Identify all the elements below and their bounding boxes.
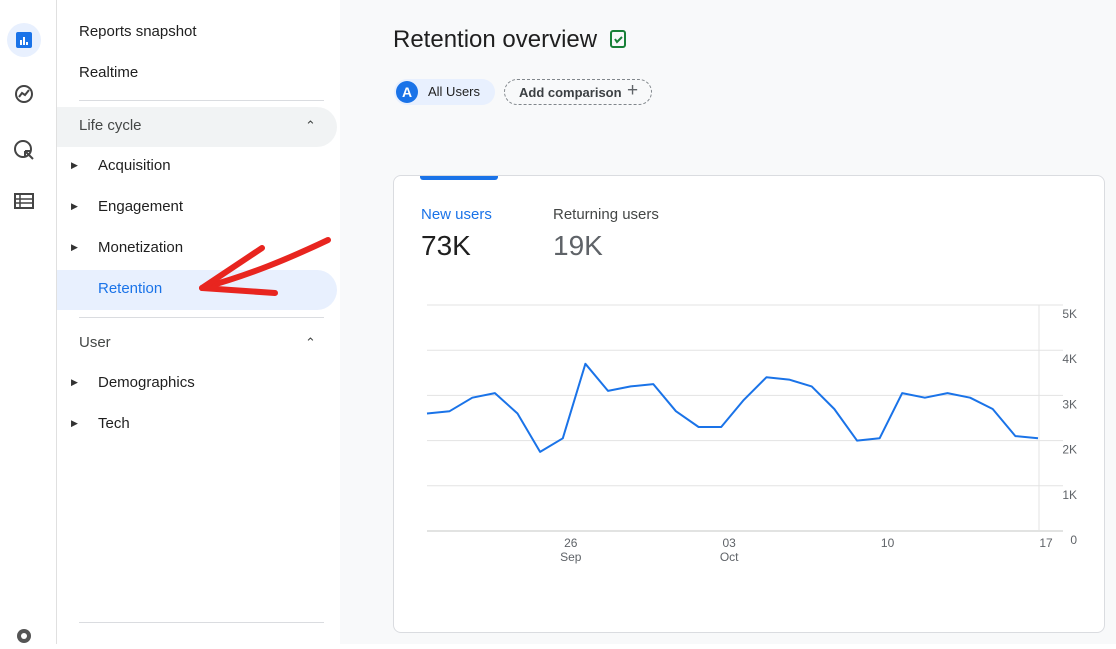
add-label: Add comparison: [519, 85, 622, 100]
y-tick-label: 5K: [1062, 307, 1077, 321]
section-title[interactable]: User: [79, 334, 111, 351]
add-comparison[interactable]: Add comparison +: [504, 79, 652, 105]
y-tick-label: 4K: [1062, 352, 1077, 366]
expand-caret: ▶: [71, 201, 78, 211]
expand-caret: ▶: [71, 242, 78, 252]
x-tick-month: Oct: [720, 550, 739, 564]
y-tick-label: 3K: [1062, 397, 1077, 411]
selected-bg: [57, 270, 337, 310]
segment-label: All Users: [428, 84, 481, 99]
segment-chip[interactable]: A All Users: [394, 79, 495, 105]
x-tick-label: 10: [881, 536, 895, 550]
collapse-icon[interactable]: ⌃: [305, 118, 316, 133]
icon-rail: [0, 0, 57, 644]
plus-icon: +: [627, 80, 639, 101]
nav-item[interactable]: Retention: [98, 280, 163, 297]
divider: [79, 100, 324, 101]
divider: [79, 622, 324, 623]
y-tick-label: 1K: [1062, 488, 1077, 502]
expand-caret: ▶: [71, 418, 78, 428]
tab-indicator: [420, 176, 498, 180]
x-tick-label: 17: [1039, 536, 1053, 550]
divider: [79, 317, 324, 318]
nav-item[interactable]: Demographics: [98, 374, 195, 391]
metric-value: 73K: [421, 230, 471, 261]
sidebar: Reports snapshot Realtime Life cycle ⌃ ▶ Acqu…: [57, 0, 340, 644]
collapse-icon[interactable]: ⌃: [305, 335, 316, 350]
x-tick-label: 03: [723, 536, 737, 550]
expand-caret: ▶: [71, 377, 78, 387]
chart-card: New users 73K Returning users 19K 0 1K 2K 3K 4K…: [393, 175, 1105, 633]
avatar: A: [396, 81, 418, 103]
nav-item[interactable]: Monetization: [98, 239, 184, 256]
title-text: Retention overview: [393, 26, 598, 53]
nav-item[interactable]: Engagement: [98, 198, 184, 215]
rail-icons: [7, 23, 41, 643]
x-tick-month: Sep: [560, 550, 582, 564]
metric-label[interactable]: Returning users: [553, 206, 659, 223]
metric-value: 19K: [553, 230, 603, 261]
series-line: [426, 362, 1039, 453]
expand-caret: ▶: [71, 160, 78, 170]
explore-icon[interactable]: [15, 85, 33, 103]
y-tick-label: 2K: [1062, 443, 1077, 457]
configure-icon[interactable]: [14, 193, 34, 209]
x-tick-label: 26: [564, 536, 578, 550]
section-hover: [57, 107, 337, 147]
advertising-icon[interactable]: [14, 140, 32, 158]
verified-icon: [609, 30, 626, 48]
nav-item[interactable]: Acquisition: [98, 157, 171, 174]
section-title[interactable]: Life cycle: [79, 117, 142, 134]
nav-item[interactable]: Tech: [98, 415, 130, 432]
page-title: Retention overview: [393, 26, 628, 54]
annotation-arrow: [199, 237, 331, 296]
nav-link[interactable]: Reports snapshot: [79, 23, 197, 40]
y-tick-label: 0: [1070, 533, 1077, 547]
metric-label[interactable]: New users: [421, 206, 492, 223]
nav-link[interactable]: Realtime: [79, 64, 139, 81]
